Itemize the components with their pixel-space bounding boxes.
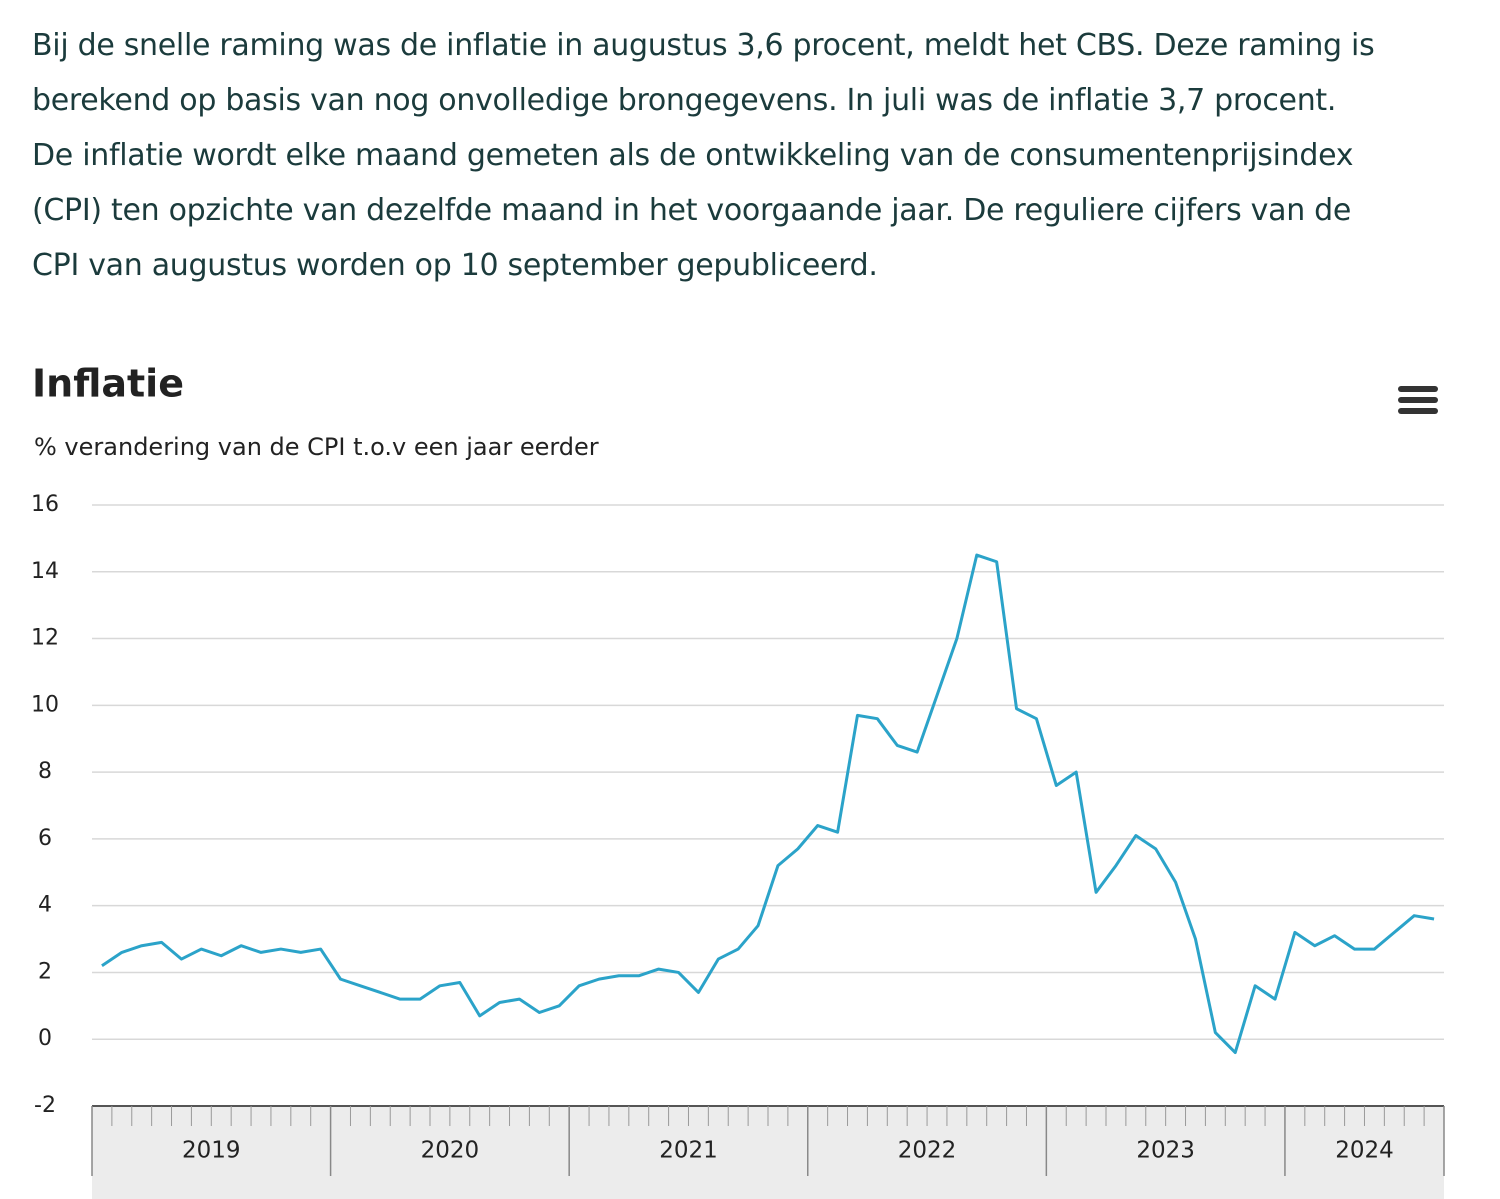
menu-bar[interactable] xyxy=(1398,397,1438,403)
x-group-label: 2022 xyxy=(898,1138,957,1164)
paragraph-line: (CPI) ten opzichte van dezelfde maand in… xyxy=(32,193,1352,228)
y-tick-label: 8 xyxy=(38,759,52,784)
chart-subtitle: % verandering van de CPI t.o.v een jaar … xyxy=(34,433,599,461)
y-tick-label: 10 xyxy=(31,692,59,717)
y-tick-label: 6 xyxy=(38,826,52,851)
menu-icon[interactable] xyxy=(1398,386,1438,414)
y-tick-label: 12 xyxy=(31,626,59,651)
x-group-label: 2021 xyxy=(659,1138,718,1164)
paragraph-line: Bij de snelle raming was de inflatie in … xyxy=(32,28,1375,63)
y-tick-label: 14 xyxy=(31,559,59,584)
x-group-label: 2020 xyxy=(421,1138,480,1164)
y-tick-label: 2 xyxy=(38,959,52,984)
paragraph-line: berekend op basis van nog onvolledige br… xyxy=(32,83,1337,118)
paragraph-line: CPI van augustus worden op 10 september … xyxy=(32,248,878,283)
y-tick-label: 0 xyxy=(38,1026,52,1051)
x-group-label: 2024 xyxy=(1335,1138,1394,1164)
paragraph: Bij de snelle raming was de inflatie in … xyxy=(32,18,1375,293)
x-group-label: 2023 xyxy=(1136,1138,1195,1164)
data-line xyxy=(101,553,1435,1055)
menu-bar[interactable] xyxy=(1398,386,1438,392)
y-tick-label: 16 xyxy=(31,492,59,517)
y-tick-label: 4 xyxy=(38,893,52,918)
x-group-label: 2019 xyxy=(182,1138,241,1164)
chart-title: Inflatie xyxy=(32,362,184,406)
y-tick-label: -2 xyxy=(34,1093,56,1118)
paragraph-line: De inflatie wordt elke maand gemeten als… xyxy=(32,138,1354,173)
menu-bar[interactable] xyxy=(1398,408,1438,414)
